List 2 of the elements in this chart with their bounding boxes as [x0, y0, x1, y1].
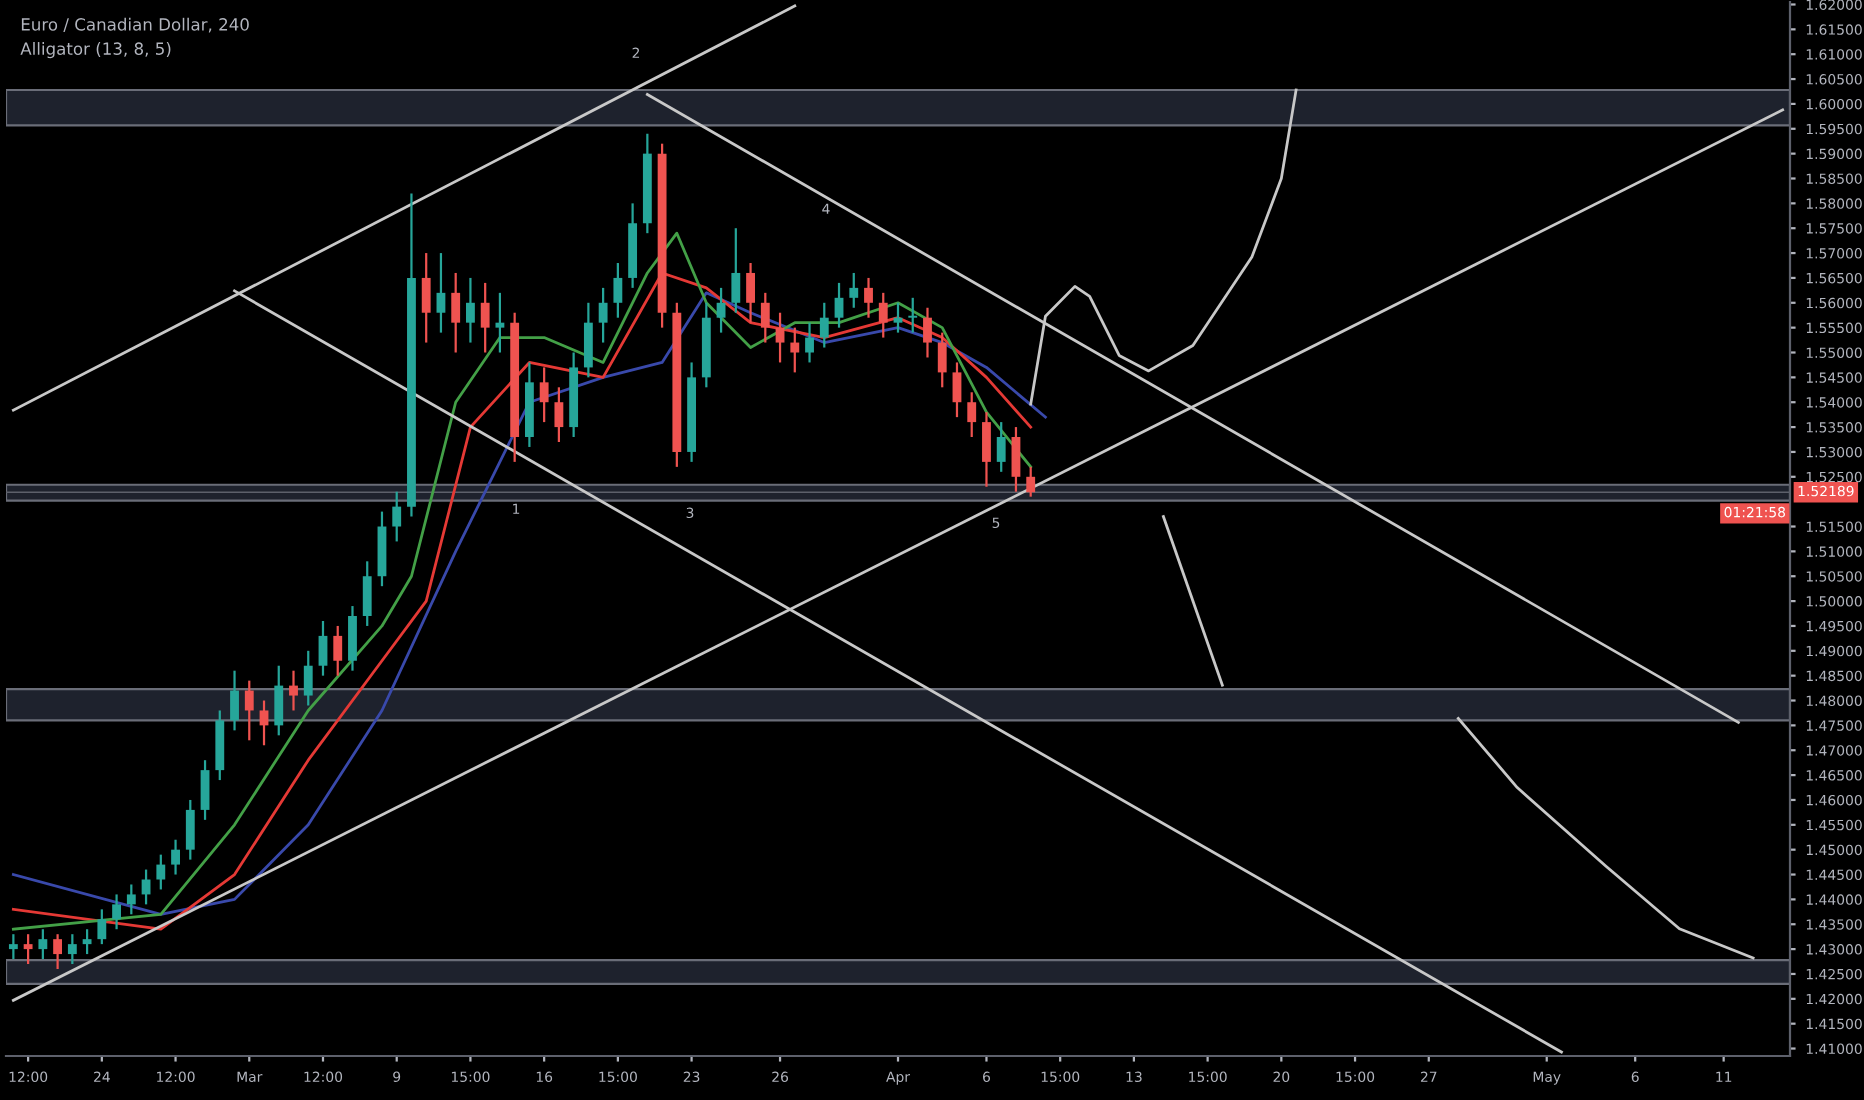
text: Euro / Canadian Dollar, 240 [21, 17, 249, 33]
text: Alligator (13, 8, 5) [20, 42, 171, 59]
